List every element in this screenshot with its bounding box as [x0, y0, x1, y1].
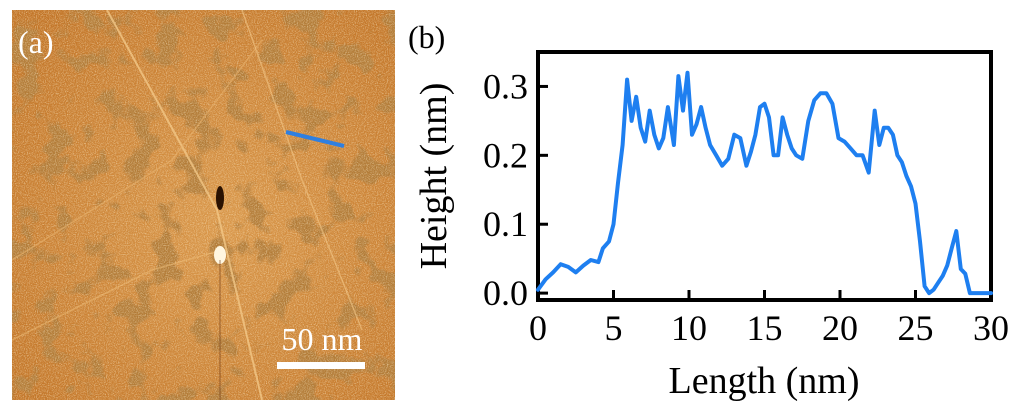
scale-bar [277, 362, 365, 369]
bright-defect [214, 246, 226, 264]
step-edge-1 [106, 9, 263, 401]
step-edge-3 [241, 9, 363, 331]
height-profile-chart: (b) 0 5 10 15 20 25 30 0.0 0.1 0.2 0.3 Length (nm… [408, 19, 1009, 402]
afm-image: 50 nm (a) [11, 9, 395, 401]
panel-b-label: (b) [408, 19, 445, 55]
y-tick-label: 0.1 [483, 204, 528, 244]
height-profile-panel: (b) 0 5 10 15 20 25 30 0.0 0.1 0.2 0.3 Length (nm… [400, 0, 1021, 410]
afm-image-panel: 50 nm (a) [11, 9, 395, 401]
y-tick-label: 0.2 [483, 135, 528, 175]
panel-a-label: (a) [18, 24, 54, 60]
x-tick-label: 15 [747, 308, 783, 348]
x-tick-label: 20 [822, 308, 858, 348]
x-tick-label: 25 [898, 308, 934, 348]
x-tick-label: 10 [671, 308, 707, 348]
x-tick-label: 30 [973, 308, 1009, 348]
y-axis-label: Height (nm) [413, 83, 455, 270]
x-tick-label: 5 [605, 308, 623, 348]
y-tick-label: 0.3 [483, 66, 528, 106]
profile-line [285, 130, 345, 148]
afm-speckle [12, 10, 395, 400]
height-profile-line [536, 70, 993, 296]
dark-defect [216, 186, 224, 210]
x-tick-label: 0 [529, 308, 547, 348]
x-axis-label: Length (nm) [668, 360, 859, 402]
step-edge-4 [11, 249, 223, 341]
step-edge-2 [11, 39, 263, 261]
y-tick-label: 0.0 [483, 273, 528, 313]
scale-bar-label: 50 nm [282, 321, 363, 357]
